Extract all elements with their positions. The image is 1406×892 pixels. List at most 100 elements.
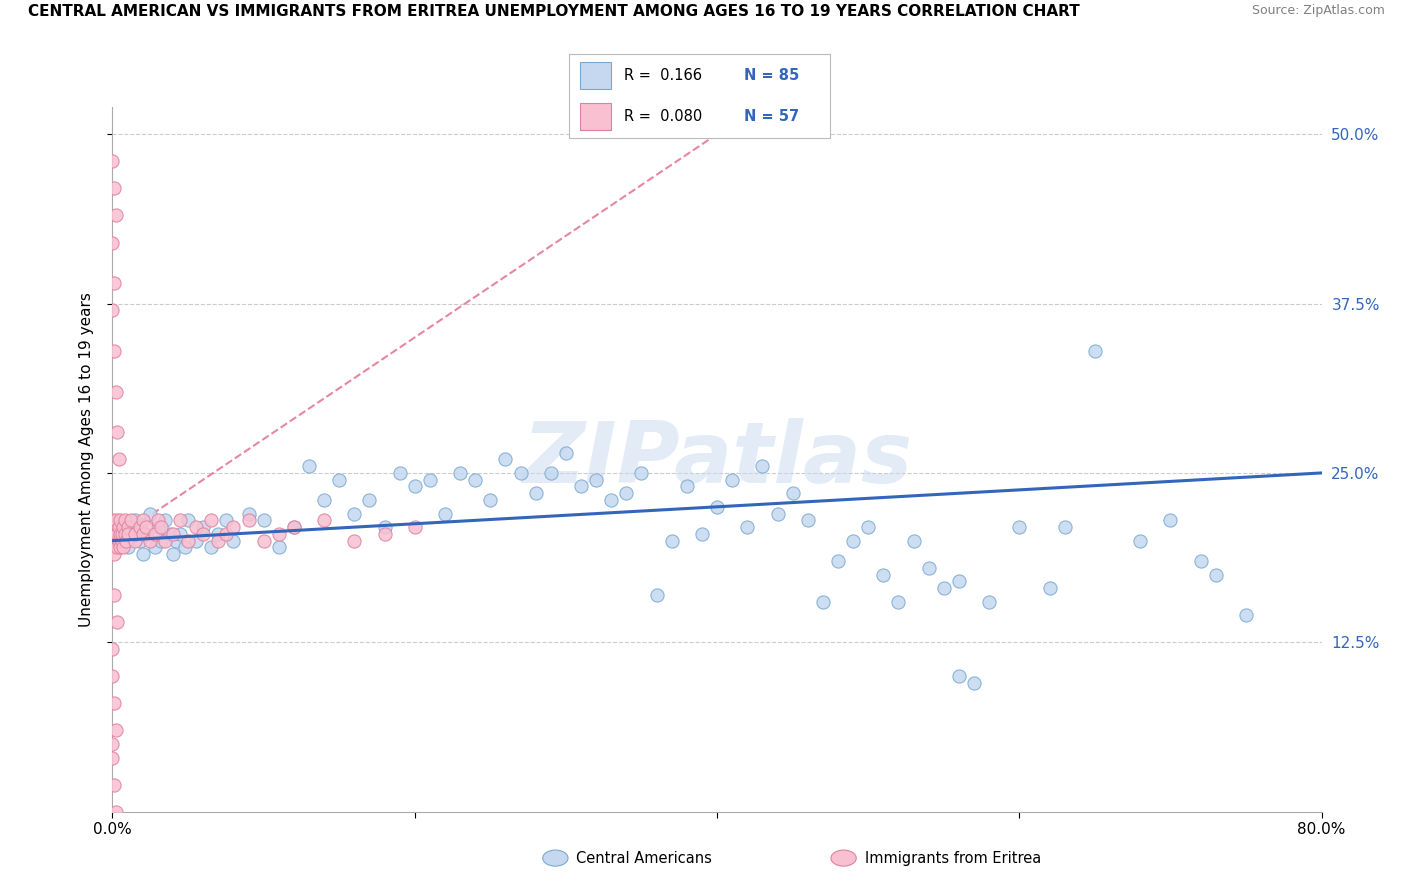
Point — [105, 425, 128, 440]
Point — [1053, 520, 1076, 534]
Point — [827, 554, 849, 568]
Point — [388, 466, 411, 480]
Point — [103, 696, 125, 710]
Point — [117, 520, 139, 534]
Point — [101, 527, 124, 541]
Point — [963, 676, 986, 690]
Text: R =  0.080: R = 0.080 — [624, 109, 703, 124]
Point — [139, 533, 162, 548]
Point — [1084, 343, 1107, 358]
Point — [585, 473, 607, 487]
Point — [796, 513, 818, 527]
Point — [149, 533, 172, 548]
Point — [238, 513, 260, 527]
FancyBboxPatch shape — [579, 62, 612, 89]
Point — [117, 527, 139, 541]
Point — [128, 533, 150, 548]
Point — [737, 520, 759, 534]
Point — [124, 533, 146, 548]
Point — [165, 533, 187, 548]
Point — [104, 805, 127, 819]
Point — [918, 561, 941, 575]
Point — [169, 513, 191, 527]
Point — [112, 520, 135, 534]
Point — [101, 235, 124, 250]
Point — [117, 541, 139, 555]
Point — [174, 541, 197, 555]
Point — [932, 581, 955, 595]
Point — [112, 541, 135, 555]
Point — [267, 527, 290, 541]
Point — [238, 507, 260, 521]
Point — [103, 778, 125, 792]
Point — [162, 527, 184, 541]
Point — [554, 445, 576, 459]
Point — [404, 479, 426, 493]
Point — [101, 669, 124, 683]
Point — [191, 527, 214, 541]
Point — [191, 520, 214, 534]
Point — [149, 520, 172, 534]
Point — [103, 277, 125, 291]
Point — [222, 533, 245, 548]
Point — [675, 479, 697, 493]
Point — [419, 473, 441, 487]
Point — [184, 520, 207, 534]
Point — [162, 547, 184, 561]
Point — [616, 486, 638, 500]
Point — [104, 723, 127, 738]
Point — [132, 527, 155, 541]
Point — [215, 513, 238, 527]
Point — [124, 513, 146, 527]
Point — [343, 533, 366, 548]
Point — [314, 493, 336, 508]
Point — [903, 533, 925, 548]
Text: N = 57: N = 57 — [744, 109, 799, 124]
Text: R =  0.166: R = 0.166 — [624, 68, 702, 83]
Point — [253, 513, 276, 527]
Point — [103, 541, 125, 555]
Point — [132, 547, 155, 561]
Point — [569, 479, 592, 493]
Point — [207, 533, 229, 548]
Point — [661, 533, 683, 548]
Point — [1189, 554, 1212, 568]
Point — [101, 527, 124, 541]
Point — [139, 507, 162, 521]
Point — [404, 520, 426, 534]
Point — [948, 669, 970, 683]
Point — [690, 527, 713, 541]
Point — [207, 527, 229, 541]
Point — [283, 520, 305, 534]
Point — [103, 181, 125, 195]
Point — [464, 473, 486, 487]
Point — [215, 527, 238, 541]
Point — [135, 520, 157, 534]
Point — [101, 154, 124, 169]
Point — [101, 737, 124, 751]
Point — [495, 452, 517, 467]
Text: Immigrants from Eritrea: Immigrants from Eritrea — [865, 851, 1040, 865]
Point — [540, 466, 562, 480]
Point — [630, 466, 652, 480]
Point — [108, 541, 131, 555]
FancyBboxPatch shape — [579, 103, 612, 130]
Point — [948, 574, 970, 589]
Point — [1129, 533, 1152, 548]
Point — [143, 541, 166, 555]
Point — [107, 533, 129, 548]
Point — [143, 527, 166, 541]
Point — [524, 486, 547, 500]
Point — [120, 527, 142, 541]
Point — [856, 520, 880, 534]
Point — [104, 513, 127, 527]
Point — [124, 527, 146, 541]
Point — [115, 533, 138, 548]
Point — [120, 513, 142, 527]
Point — [104, 533, 127, 548]
Point — [374, 527, 396, 541]
Point — [479, 493, 502, 508]
Point — [177, 533, 200, 548]
Point — [706, 500, 728, 514]
Text: Central Americans: Central Americans — [576, 851, 713, 865]
